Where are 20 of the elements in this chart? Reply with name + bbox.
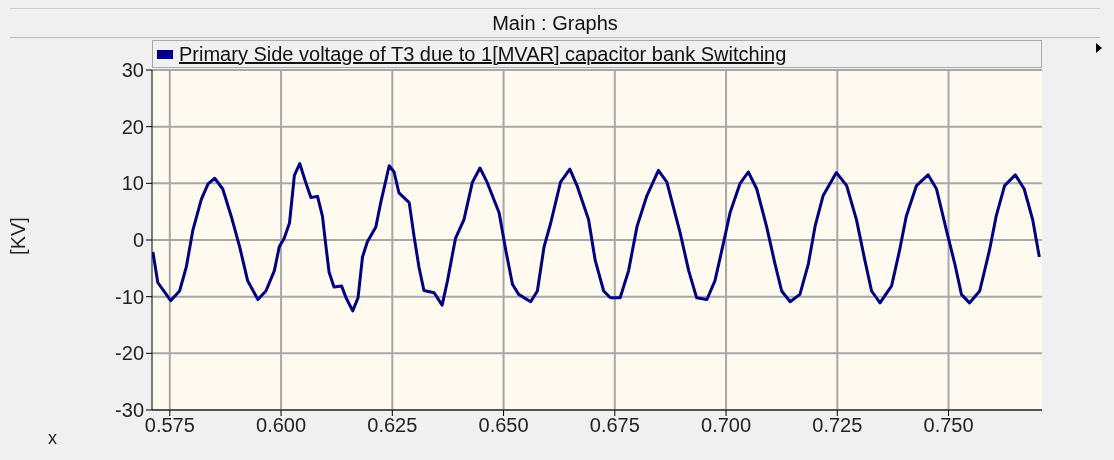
y-tick-label: 0 <box>132 229 144 252</box>
x-tick-label: 0.750 <box>923 414 974 437</box>
y-axis-title: [KV] <box>6 217 30 255</box>
x-tick-label: 0.575 <box>144 414 195 437</box>
x-tick-label: 0.725 <box>812 414 863 437</box>
y-tick-label: 20 <box>121 115 144 138</box>
y-tick-label: -10 <box>115 285 144 308</box>
x-tick-label: 0.650 <box>478 414 529 437</box>
y-tick-label: 30 <box>121 59 144 82</box>
legend-label: Primary Side voltage of T3 due to 1[MVAR] capacitor bank Switching <box>179 42 787 66</box>
y-tick-label: 10 <box>121 172 144 195</box>
x-tick-label: 0.675 <box>589 414 640 437</box>
x-axis-title: x <box>48 428 57 449</box>
x-tick-label: 0.600 <box>256 414 307 437</box>
line-series <box>152 162 1041 313</box>
x-tick-label: 0.625 <box>367 414 418 437</box>
y-tick-label: -30 <box>115 399 144 422</box>
x-tick-label: 0.700 <box>701 414 752 437</box>
chart-title: Main : Graphs <box>10 8 1100 38</box>
y-tick-label: -20 <box>115 342 144 365</box>
